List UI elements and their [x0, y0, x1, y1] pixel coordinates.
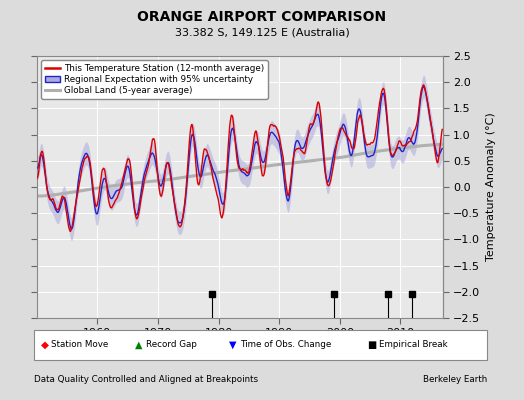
Text: Berkeley Earth: Berkeley Earth	[423, 375, 487, 384]
Text: 33.382 S, 149.125 E (Australia): 33.382 S, 149.125 E (Australia)	[174, 27, 350, 37]
Text: ▼: ▼	[230, 340, 237, 350]
Text: Station Move: Station Move	[51, 340, 108, 349]
Legend: This Temperature Station (12-month average), Regional Expectation with 95% uncer: This Temperature Station (12-month avera…	[41, 60, 268, 99]
Text: ▲: ▲	[135, 340, 143, 350]
Text: Record Gap: Record Gap	[146, 340, 196, 349]
Text: ORANGE AIRPORT COMPARISON: ORANGE AIRPORT COMPARISON	[137, 10, 387, 24]
Text: Data Quality Controlled and Aligned at Breakpoints: Data Quality Controlled and Aligned at B…	[34, 375, 258, 384]
Text: Empirical Break: Empirical Break	[379, 340, 447, 349]
Text: Time of Obs. Change: Time of Obs. Change	[240, 340, 331, 349]
Text: ◆: ◆	[40, 340, 49, 350]
Text: ■: ■	[367, 340, 377, 350]
Y-axis label: Temperature Anomaly (°C): Temperature Anomaly (°C)	[486, 113, 496, 261]
